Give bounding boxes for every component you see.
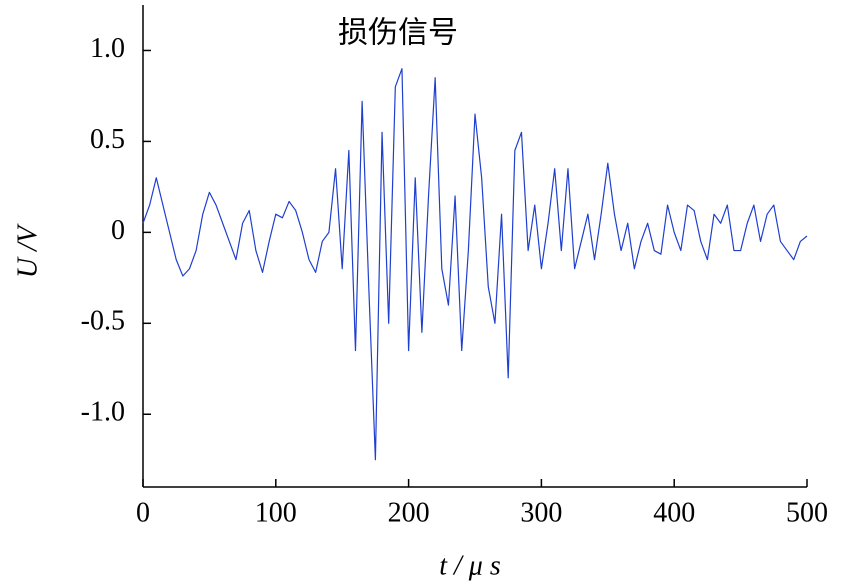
y-tick-label: 1.0 [90,33,125,64]
y-tick-label: -1.0 [81,397,125,428]
y-tick-label: -0.5 [81,306,125,337]
x-tick-label: 100 [255,497,297,528]
y-tick-label: 0.5 [90,124,125,155]
x-tick-label: 400 [653,497,695,528]
x-axis-label: t / μ s [439,550,501,581]
signal-line [142,68,808,461]
y-axis-label: U /V [12,223,43,278]
x-tick-label: 200 [388,497,430,528]
x-tick-label: 0 [136,497,150,528]
y-tick-label: 0 [111,215,125,246]
chart-title: 损伤信号 [338,16,458,51]
x-tick-label: 300 [520,497,562,528]
x-tick-label: 500 [786,497,828,528]
